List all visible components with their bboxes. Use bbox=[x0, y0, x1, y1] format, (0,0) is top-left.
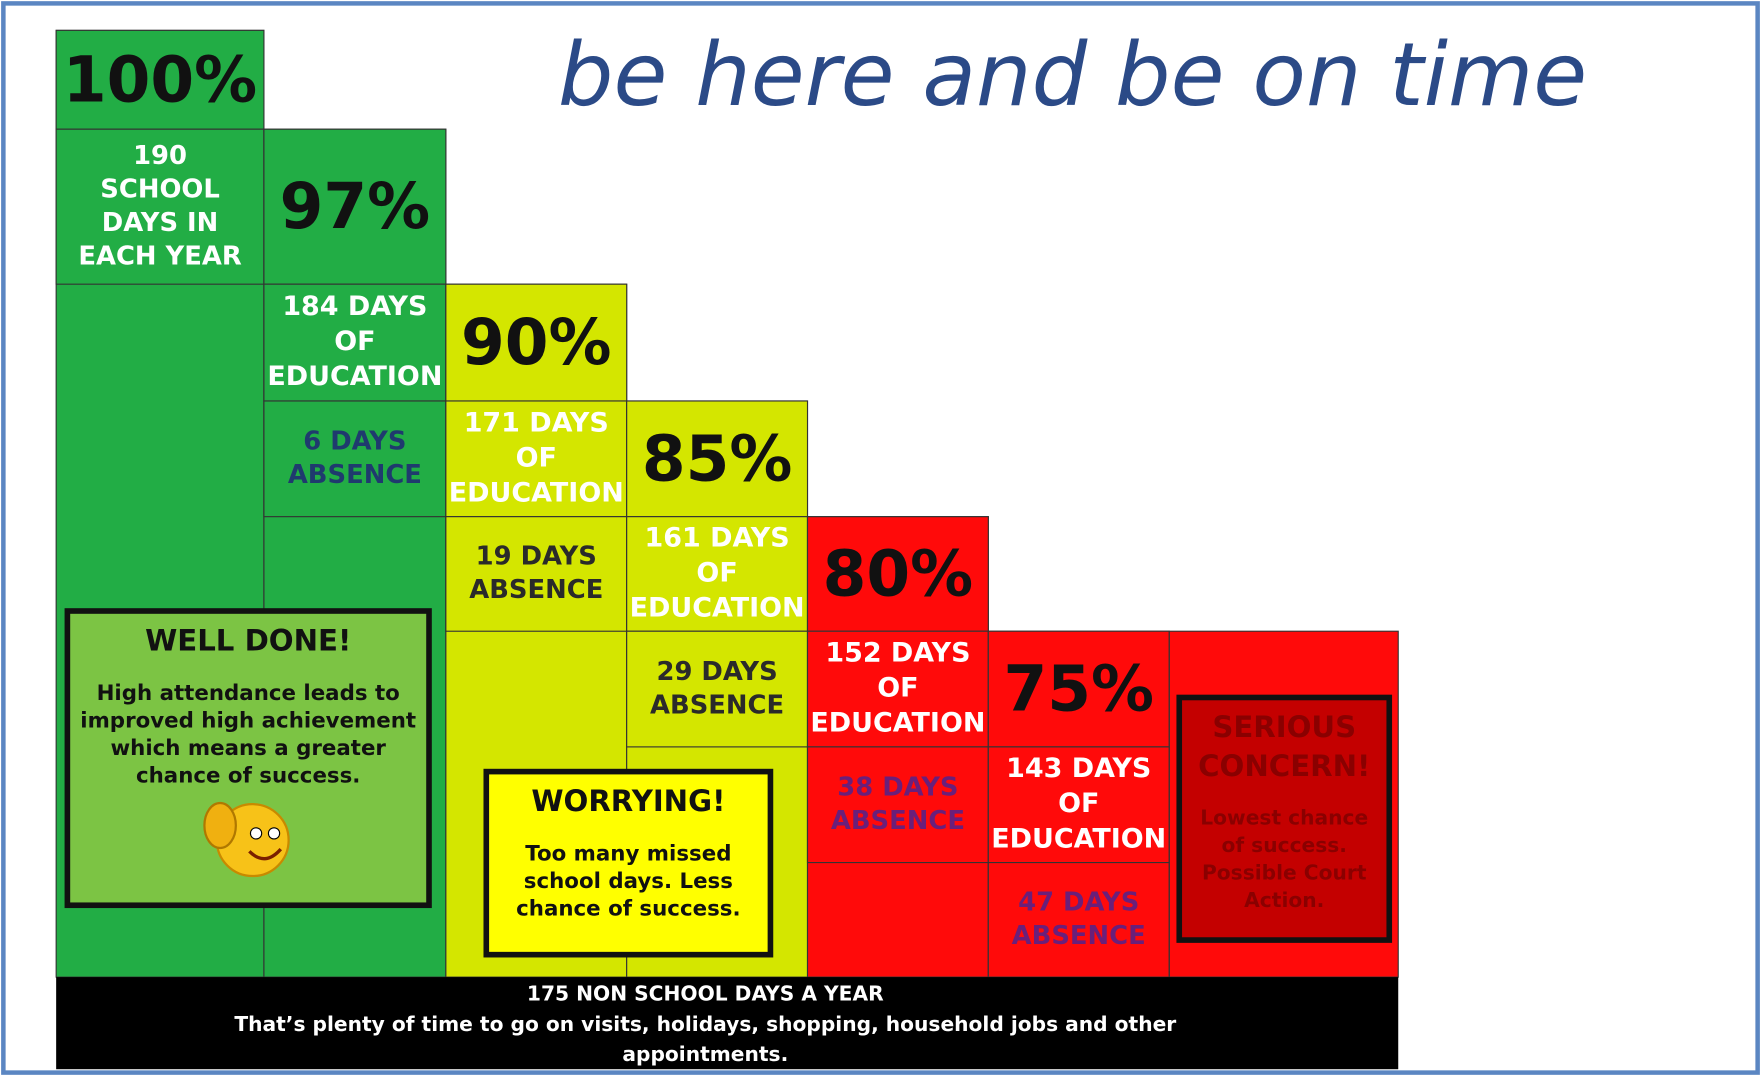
label: ABSENCE bbox=[831, 806, 965, 836]
label: EDUCATION bbox=[449, 477, 624, 508]
label: DAYS IN bbox=[102, 208, 218, 238]
label: 184 DAYS bbox=[282, 291, 427, 322]
label: 161 DAYS bbox=[645, 522, 790, 553]
percent: 85% bbox=[642, 422, 793, 495]
cell bbox=[263, 400, 447, 518]
smiley-eye bbox=[267, 827, 281, 840]
label: SCHOOL bbox=[100, 174, 220, 204]
callout-text: improved high achievement bbox=[80, 709, 416, 734]
label: ABSENCE bbox=[469, 575, 603, 605]
percent: 100% bbox=[63, 43, 257, 116]
callout-text: which means a greater bbox=[110, 736, 386, 761]
cell bbox=[445, 283, 628, 402]
percent: 90% bbox=[461, 306, 611, 379]
cell bbox=[987, 862, 1170, 978]
label: OF bbox=[334, 326, 375, 357]
footer-bar bbox=[56, 977, 1399, 1070]
cell bbox=[987, 746, 1170, 864]
smiley bbox=[203, 801, 290, 878]
callout-text: of success. bbox=[1221, 833, 1347, 857]
callout-heading: WORRYING! bbox=[531, 784, 725, 818]
cell bbox=[263, 128, 447, 285]
callout-heading: CONCERN! bbox=[1198, 749, 1370, 783]
label: EDUCATION bbox=[267, 361, 442, 392]
cell bbox=[55, 128, 265, 285]
label: OF bbox=[696, 557, 737, 588]
cell bbox=[263, 283, 447, 402]
cell bbox=[626, 400, 809, 518]
callout-text: chance of success. bbox=[136, 764, 360, 789]
label: 190 bbox=[133, 141, 187, 171]
callout-heading: SERIOUS bbox=[1212, 710, 1356, 744]
label: OF bbox=[1058, 788, 1099, 819]
footer-text: 175 NON SCHOOL DAYS A YEAR bbox=[527, 982, 884, 1006]
label: 19 DAYS bbox=[476, 542, 597, 572]
cell bbox=[987, 630, 1170, 748]
label: ABSENCE bbox=[1012, 921, 1146, 951]
smiley-thumb bbox=[203, 801, 237, 850]
label: ABSENCE bbox=[288, 460, 422, 490]
label: EDUCATION bbox=[630, 592, 805, 623]
percent: 75% bbox=[1003, 653, 1153, 726]
callout-text: High attendance leads to bbox=[97, 681, 400, 706]
callout-text: Possible Court bbox=[1202, 860, 1367, 884]
callout-heading: WELL DONE! bbox=[145, 623, 351, 657]
label: 152 DAYS bbox=[825, 638, 970, 669]
smiley-mouth bbox=[248, 847, 283, 861]
label: ABSENCE bbox=[650, 690, 784, 720]
callout-text: Action. bbox=[1244, 888, 1324, 912]
cell bbox=[626, 516, 809, 632]
callout-text: Lowest chance bbox=[1200, 805, 1368, 829]
callout-box bbox=[1176, 694, 1393, 943]
callout-text: chance of success. bbox=[516, 897, 740, 922]
label: EACH YEAR bbox=[78, 242, 242, 272]
percent: 80% bbox=[823, 538, 974, 611]
footer-text: That’s plenty of time to go on visits, h… bbox=[234, 1012, 1176, 1036]
label: 47 DAYS bbox=[1018, 888, 1139, 918]
label: OF bbox=[877, 673, 918, 704]
footer-text: appointments. bbox=[622, 1042, 788, 1066]
callout-text: school days. Less bbox=[524, 869, 733, 894]
title: be here and be on time bbox=[558, 24, 1587, 126]
label: OF bbox=[516, 442, 557, 473]
cell bbox=[806, 516, 989, 632]
cell bbox=[55, 29, 265, 130]
label: 171 DAYS bbox=[464, 407, 609, 438]
percent: 97% bbox=[280, 170, 431, 243]
smiley-eye bbox=[249, 827, 263, 840]
label: EDUCATION bbox=[810, 708, 985, 739]
label: 6 DAYS bbox=[303, 427, 406, 457]
label: 38 DAYS bbox=[837, 772, 958, 802]
cell bbox=[806, 746, 989, 864]
label: EDUCATION bbox=[991, 823, 1166, 854]
cell bbox=[445, 516, 628, 632]
cell bbox=[626, 630, 809, 748]
cell bbox=[806, 630, 989, 748]
label: 143 DAYS bbox=[1006, 753, 1151, 784]
callout-box bbox=[483, 768, 774, 958]
label: 29 DAYS bbox=[656, 657, 777, 687]
callout-text: Too many missed bbox=[525, 842, 731, 867]
